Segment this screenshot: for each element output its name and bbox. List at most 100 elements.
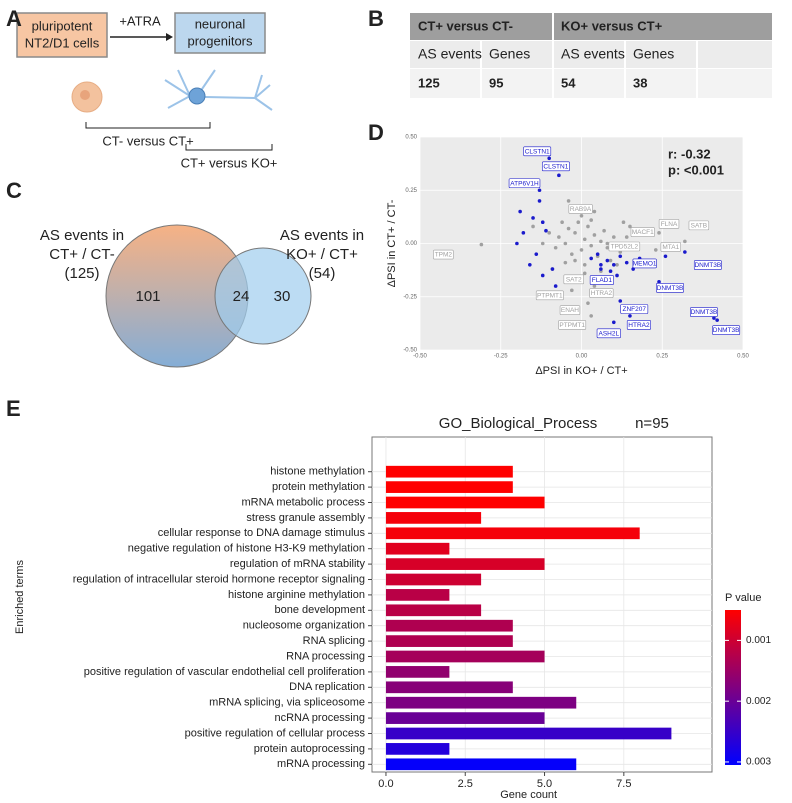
y-tick-label: positive regulation of cellular process [185, 727, 366, 739]
scatter-point [599, 267, 603, 271]
scatter-point [589, 314, 593, 318]
point-label-box [656, 283, 684, 293]
point-label: MTA1 [662, 244, 679, 251]
y-tick-label: ncRNA processing [275, 712, 366, 724]
bar [385, 727, 672, 740]
scatter-point [592, 209, 597, 214]
scatter-point [715, 318, 719, 322]
point-label-box [589, 288, 614, 298]
scatter-point [599, 239, 603, 244]
point-label-box [559, 305, 581, 315]
nucleus [80, 90, 90, 100]
x-axis-label: Gene count [500, 789, 557, 801]
scatter-point [570, 252, 574, 256]
source-box [16, 12, 108, 58]
point-label-box [535, 290, 564, 301]
bar [385, 558, 545, 570]
point-label: DNMT3B [691, 309, 718, 316]
point-label: DNMT3B [694, 262, 721, 269]
point-label-box [693, 260, 722, 270]
target-label: progenitors [187, 33, 253, 48]
bar [385, 589, 450, 601]
y-tick-label: stress granule assembly [246, 512, 365, 524]
point-label: DNMT3B [713, 327, 740, 334]
y-tick-label: mRNA processing [277, 758, 365, 770]
scatter-point [553, 245, 558, 250]
panel-label: A [6, 6, 22, 31]
scatter-point [653, 248, 658, 252]
scatter-point [531, 224, 535, 229]
point-label: FLAD1 [592, 277, 613, 284]
venn-set-label: (54) [309, 265, 336, 282]
source-label: pluripotent [32, 18, 93, 33]
y-tick-label: 0.25 [405, 188, 417, 194]
venn-set-label: KO+ / CT+ [286, 246, 358, 263]
y-tick-label: RNA processing [286, 650, 365, 662]
scatter-point [540, 273, 545, 278]
x-tick-label: 0.50 [737, 354, 749, 360]
colorbar [725, 610, 741, 765]
bar [385, 619, 513, 632]
point-label: MEMO1 [633, 260, 657, 267]
point-label-box [596, 328, 621, 339]
table-column: Genes [489, 46, 530, 62]
bar [385, 712, 545, 724]
point-label: ASH2L [598, 330, 619, 337]
x-tick-label: 7.5 [616, 778, 631, 790]
legend-title: P value [725, 592, 762, 604]
chart-subtitle: n=95 [635, 415, 669, 432]
point-label: TPM2 [435, 252, 453, 259]
panel-label: D [368, 120, 384, 145]
point-label: RAB9A [570, 206, 592, 213]
x-tick-label: 0.0 [378, 778, 393, 790]
scatter-point [624, 235, 629, 239]
scatter-point [563, 241, 568, 246]
table-column: Genes [633, 46, 674, 62]
bar [385, 743, 450, 755]
bar [385, 542, 450, 555]
x-tick-label: -0.50 [413, 354, 427, 360]
scatter-point [576, 220, 581, 224]
scatter-point [595, 252, 600, 256]
bar [385, 496, 545, 509]
venn-count: 101 [135, 288, 160, 305]
scatter-point [582, 237, 587, 242]
scatter-point [612, 320, 616, 325]
table-column: AS events [561, 46, 625, 62]
point-label: PTPMT1 [559, 322, 585, 329]
scatter-point [560, 220, 564, 224]
scatter-point [515, 241, 519, 246]
bar [385, 681, 513, 694]
y-tick-label: negative regulation of histone H3-K9 met… [128, 543, 365, 555]
bar [385, 604, 482, 617]
scatter-point [547, 156, 551, 161]
point-label-box [712, 325, 741, 335]
table-cell: 95 [489, 75, 503, 90]
scatter-point [566, 199, 571, 203]
point-label-box [558, 320, 587, 330]
point-label: ATP6V1H [510, 180, 539, 187]
point-label-box [658, 219, 680, 229]
scatter-point [563, 260, 568, 265]
y-tick-label: nucleosome organization [243, 620, 365, 632]
point-label: PTPMT1 [537, 292, 563, 299]
y-tick-label: histone methylation [270, 466, 365, 478]
point-label-box [620, 304, 649, 314]
scatter-point [615, 273, 619, 278]
table-cell: 38 [633, 75, 647, 90]
y-tick-label: regulation of intracellular steroid horm… [73, 573, 365, 585]
colorbar-label: 0.003 [746, 757, 771, 768]
point-label-box [690, 307, 718, 317]
venn-set-label: AS events in [40, 227, 124, 244]
scatter-point [683, 250, 687, 254]
scatter-point [624, 260, 629, 265]
scatter-point [537, 199, 542, 203]
point-label: DNMT3B [657, 285, 684, 292]
scatter-point [528, 263, 532, 267]
scatter-point [557, 235, 561, 239]
scatter-point [612, 235, 616, 239]
point-label-box [608, 241, 641, 252]
point-label-box [660, 242, 681, 252]
scatter-point [570, 288, 574, 293]
